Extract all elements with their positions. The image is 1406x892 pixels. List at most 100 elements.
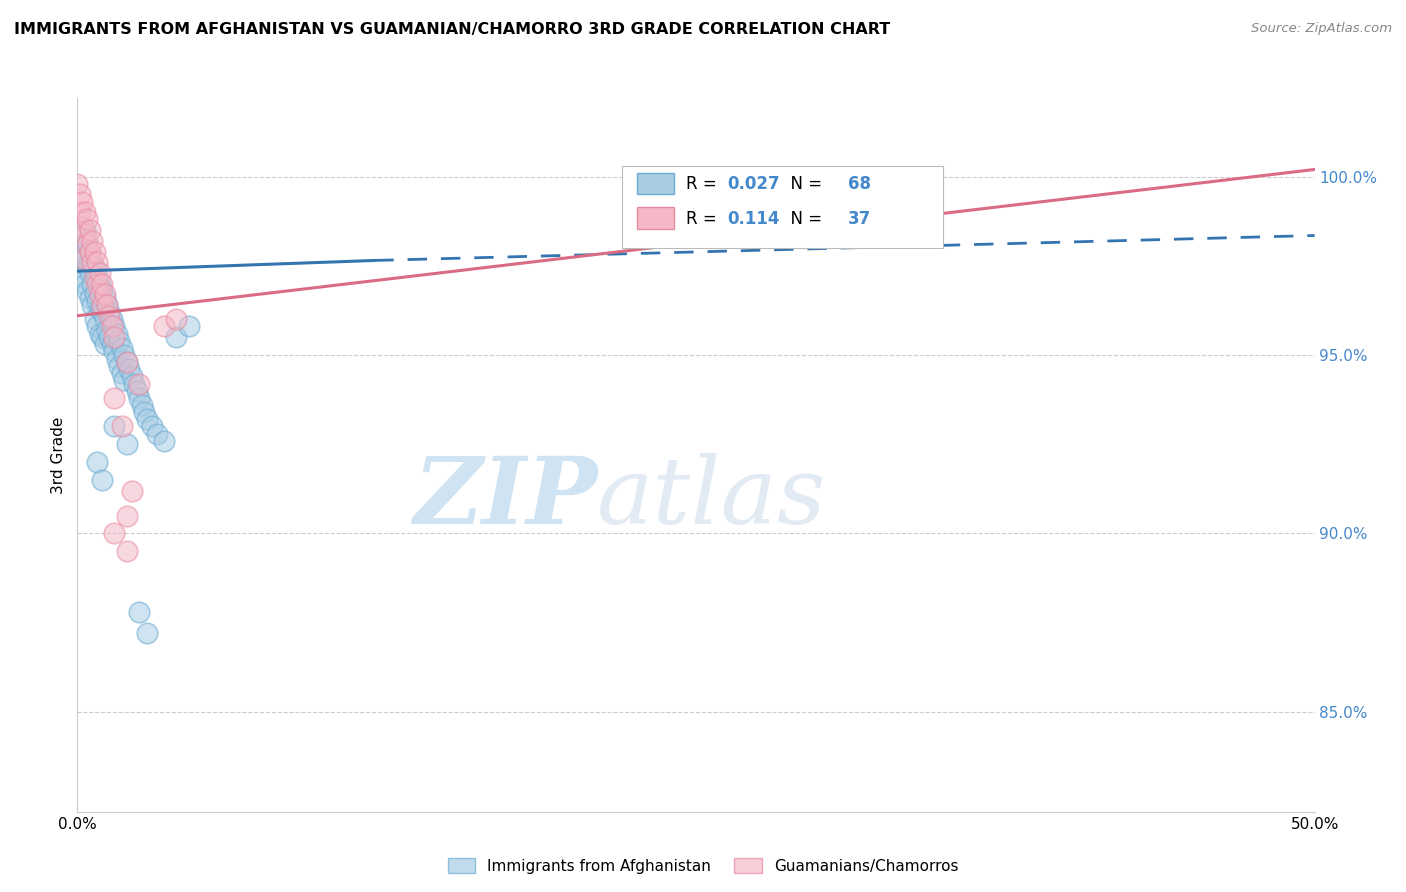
- Text: 68: 68: [848, 176, 872, 194]
- Text: R =: R =: [686, 176, 723, 194]
- Point: [76, 237, 98, 252]
- Point: [76, 259, 98, 273]
- Point: [76, 284, 98, 298]
- Point: [86, 255, 108, 269]
- Point: [108, 334, 131, 348]
- Point: [103, 330, 125, 344]
- FancyBboxPatch shape: [637, 173, 673, 194]
- Point: [86, 319, 108, 334]
- Point: [98, 305, 121, 319]
- Point: [91, 284, 114, 298]
- Point: [165, 312, 187, 326]
- Point: [72, 194, 94, 209]
- Point: [69, 255, 91, 269]
- Point: [118, 362, 141, 376]
- Point: [72, 241, 94, 255]
- Point: [69, 230, 91, 244]
- Point: [69, 205, 91, 219]
- Text: IMMIGRANTS FROM AFGHANISTAN VS GUAMANIAN/CHAMORRO 3RD GRADE CORRELATION CHART: IMMIGRANTS FROM AFGHANISTAN VS GUAMANIAN…: [14, 22, 890, 37]
- Point: [73, 248, 96, 262]
- Point: [115, 355, 138, 369]
- Point: [141, 419, 163, 434]
- Point: [93, 337, 115, 351]
- Point: [91, 305, 114, 319]
- Point: [82, 255, 104, 269]
- Point: [103, 344, 125, 359]
- Point: [83, 287, 105, 301]
- Point: [111, 419, 134, 434]
- Point: [121, 483, 143, 498]
- Point: [131, 398, 153, 412]
- Point: [79, 266, 101, 280]
- Point: [98, 309, 121, 323]
- Text: 0.027: 0.027: [727, 176, 779, 194]
- Point: [89, 326, 111, 341]
- Point: [82, 255, 104, 269]
- Point: [115, 355, 138, 369]
- Text: 37: 37: [848, 210, 872, 227]
- Point: [128, 376, 150, 391]
- Point: [69, 187, 91, 202]
- Point: [96, 298, 118, 312]
- Point: [112, 373, 135, 387]
- Point: [111, 366, 134, 380]
- Legend: Immigrants from Afghanistan, Guamanians/Chamorros: Immigrants from Afghanistan, Guamanians/…: [441, 852, 965, 880]
- Point: [122, 376, 145, 391]
- Point: [145, 426, 167, 441]
- Point: [91, 298, 114, 312]
- Point: [165, 330, 187, 344]
- Point: [86, 455, 108, 469]
- Point: [101, 319, 124, 334]
- Point: [105, 351, 128, 366]
- Point: [76, 212, 98, 227]
- Point: [128, 391, 150, 405]
- FancyBboxPatch shape: [637, 207, 673, 228]
- Point: [89, 287, 111, 301]
- Point: [103, 319, 125, 334]
- Y-axis label: 3rd Grade: 3rd Grade: [51, 417, 66, 493]
- Point: [83, 244, 105, 259]
- Point: [86, 269, 108, 284]
- Point: [98, 330, 121, 344]
- Point: [125, 384, 148, 398]
- Point: [103, 419, 125, 434]
- Point: [79, 244, 101, 259]
- Point: [73, 223, 96, 237]
- Point: [76, 234, 98, 248]
- Point: [86, 277, 108, 291]
- Point: [79, 244, 101, 259]
- Point: [108, 359, 131, 373]
- Point: [115, 437, 138, 451]
- Point: [101, 337, 124, 351]
- Point: [103, 526, 125, 541]
- Point: [134, 405, 156, 419]
- Point: [82, 277, 104, 291]
- Point: [82, 298, 104, 312]
- Point: [93, 287, 115, 301]
- Point: [79, 223, 101, 237]
- Point: [96, 323, 118, 337]
- Point: [91, 277, 114, 291]
- Point: [128, 605, 150, 619]
- Point: [83, 262, 105, 277]
- Point: [135, 626, 157, 640]
- Point: [103, 391, 125, 405]
- Point: [66, 177, 89, 191]
- Point: [115, 544, 138, 558]
- Point: [105, 326, 128, 341]
- Point: [66, 248, 89, 262]
- Point: [86, 294, 108, 309]
- Point: [177, 319, 200, 334]
- Text: ZIP: ZIP: [413, 453, 598, 542]
- Point: [91, 330, 114, 344]
- Point: [72, 269, 94, 284]
- Point: [91, 473, 114, 487]
- Point: [79, 291, 101, 305]
- Point: [153, 319, 176, 334]
- Point: [89, 266, 111, 280]
- Text: 0.114: 0.114: [727, 210, 779, 227]
- Point: [153, 434, 176, 448]
- Point: [101, 312, 124, 326]
- Point: [73, 277, 96, 291]
- Point: [89, 301, 111, 316]
